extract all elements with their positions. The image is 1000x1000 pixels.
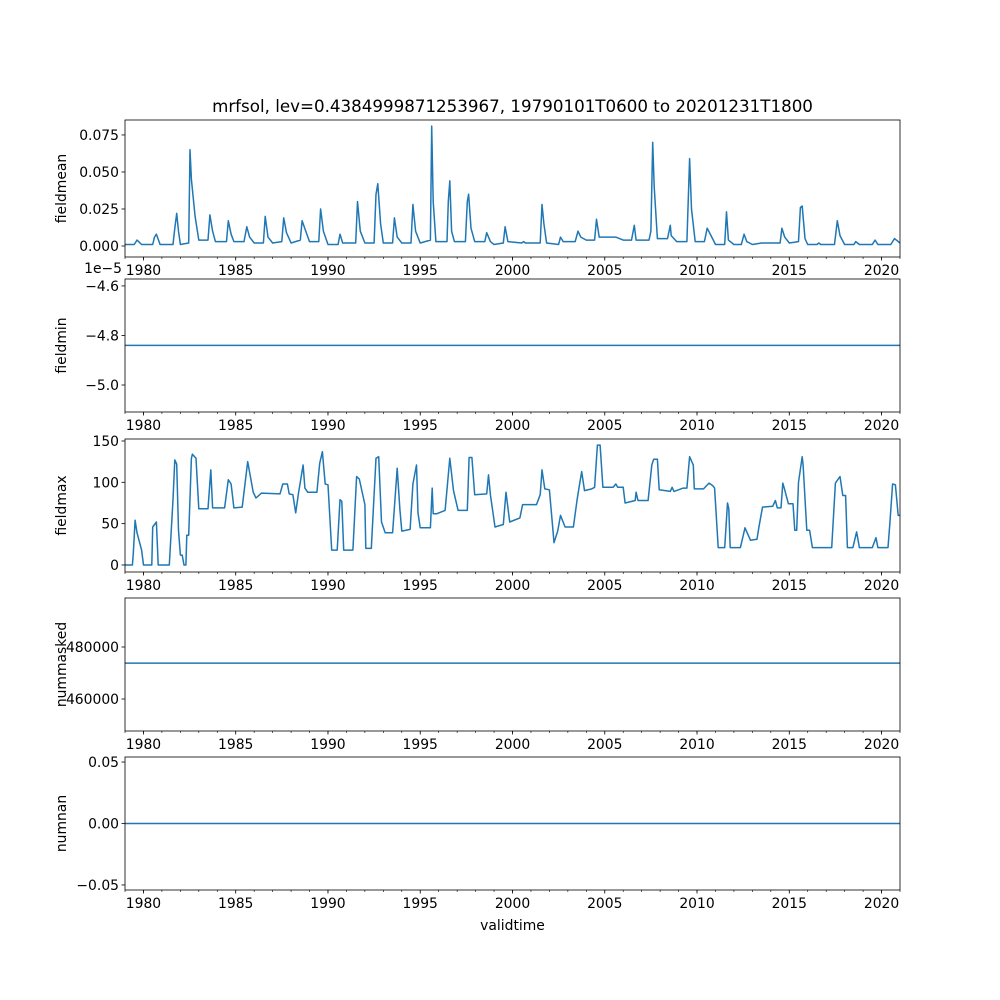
y-tick-label: −4.8 — [85, 328, 119, 344]
x-tick-label: 1985 — [218, 263, 253, 279]
x-tick-label: 1985 — [218, 578, 253, 594]
y-tick-label: 0.075 — [79, 128, 119, 144]
x-tick-label: 2000 — [495, 418, 530, 434]
x-tick-label: 1995 — [403, 263, 438, 279]
x-tick-label: 2000 — [495, 263, 530, 279]
panel-fieldmean: 1980 1985 1990 1995 2000 2005 2010 2015 2020 0.00… — [54, 119, 901, 279]
x-tick-label: 2000 — [495, 578, 530, 594]
x-tick-label: 1990 — [310, 418, 345, 434]
x-tick-label: 2000 — [495, 896, 530, 912]
x-tick-label: 1995 — [403, 737, 438, 753]
x-tick-label: 2010 — [679, 418, 714, 434]
series-line-fieldmax — [125, 444, 900, 566]
y-offset-text: 1e−5 — [84, 261, 122, 277]
y-tick-label: 0 — [110, 558, 119, 574]
panel-nummasked: 1980 1985 1990 1995 2000 2005 2010 2015 2020 4600… — [54, 597, 901, 753]
x-tick-label: 2005 — [587, 418, 622, 434]
y-axis-label: fieldmin — [54, 317, 70, 373]
x-tick-label: 1980 — [126, 418, 161, 434]
x-tick-label: 2010 — [679, 737, 714, 753]
panel-fieldmax: 1980 1985 1990 1995 2000 2005 2010 2015 2020 0 50 1… — [54, 434, 901, 594]
y-tick-label: −4.6 — [85, 279, 119, 295]
x-tick-label: 1980 — [126, 578, 161, 594]
y-tick-label: 0.00 — [88, 817, 119, 833]
x-tick-label: 1990 — [310, 737, 345, 753]
x-tick-label: 1980 — [126, 263, 161, 279]
x-tick-label: 1990 — [310, 263, 345, 279]
x-tick-label: 2020 — [864, 578, 899, 594]
x-tick-label: 2010 — [679, 263, 714, 279]
x-tick-label: 2020 — [864, 737, 899, 753]
y-axis-label: fieldmean — [54, 154, 70, 223]
y-tick-label: −5.0 — [85, 378, 119, 394]
y-axis-label: nummasked — [54, 622, 70, 707]
series-line-fieldmean — [125, 125, 900, 246]
x-tick-label: 2010 — [679, 578, 714, 594]
y-tick-label: 150 — [92, 434, 119, 450]
x-tick-label: 2015 — [772, 896, 807, 912]
panel-numnan: 1980 1985 1990 1995 2000 2005 2010 2015 2020 −0.0… — [54, 755, 901, 912]
x-tick-label: 2015 — [772, 263, 807, 279]
panel-fieldmin: 1980 1985 1990 1995 2000 2005 2010 2015 2020 −4.6… — [54, 261, 901, 434]
x-tick-label: 2015 — [772, 418, 807, 434]
x-tick-label: 2015 — [772, 578, 807, 594]
x-tick-label: 2005 — [587, 263, 622, 279]
x-tick-label: 1985 — [218, 737, 253, 753]
x-tick-label: 2020 — [864, 418, 899, 434]
x-tick-label: 1990 — [310, 578, 345, 594]
x-tick-label: 2000 — [495, 737, 530, 753]
x-tick-label: 2010 — [679, 896, 714, 912]
y-tick-label: 0.025 — [79, 202, 119, 218]
chart-title: mrfsol, lev=0.4384999871253967, 19790101… — [212, 96, 813, 116]
y-tick-label: −0.05 — [76, 878, 119, 894]
x-tick-label: 1995 — [403, 578, 438, 594]
y-tick-label: 50 — [101, 517, 119, 533]
y-axis-label: numnan — [54, 795, 70, 852]
x-tick-label: 2015 — [772, 737, 807, 753]
y-tick-label: 460000 — [66, 692, 119, 708]
x-tick-label: 1985 — [218, 896, 253, 912]
x-axis-label: validtime — [480, 918, 545, 934]
x-tick-label: 2005 — [587, 737, 622, 753]
x-tick-label: 1980 — [126, 737, 161, 753]
x-tick-label: 1980 — [126, 896, 161, 912]
y-tick-label: 0.000 — [79, 239, 119, 255]
x-tick-label: 1985 — [218, 418, 253, 434]
x-tick-label: 2020 — [864, 896, 899, 912]
x-tick-label: 1990 — [310, 896, 345, 912]
x-tick-label: 1995 — [403, 418, 438, 434]
axes-frame — [124, 438, 901, 573]
y-tick-label: 100 — [92, 475, 119, 491]
x-tick-label: 2005 — [587, 896, 622, 912]
x-tick-label: 1995 — [403, 896, 438, 912]
axes-frame — [124, 597, 901, 732]
x-tick-label: 2020 — [864, 263, 899, 279]
y-tick-label: 0.05 — [88, 755, 119, 771]
y-axis-label: fieldmax — [54, 475, 70, 535]
x-tick-label: 2005 — [587, 578, 622, 594]
y-tick-label: 480000 — [66, 640, 119, 656]
y-tick-label: 0.050 — [79, 165, 119, 181]
